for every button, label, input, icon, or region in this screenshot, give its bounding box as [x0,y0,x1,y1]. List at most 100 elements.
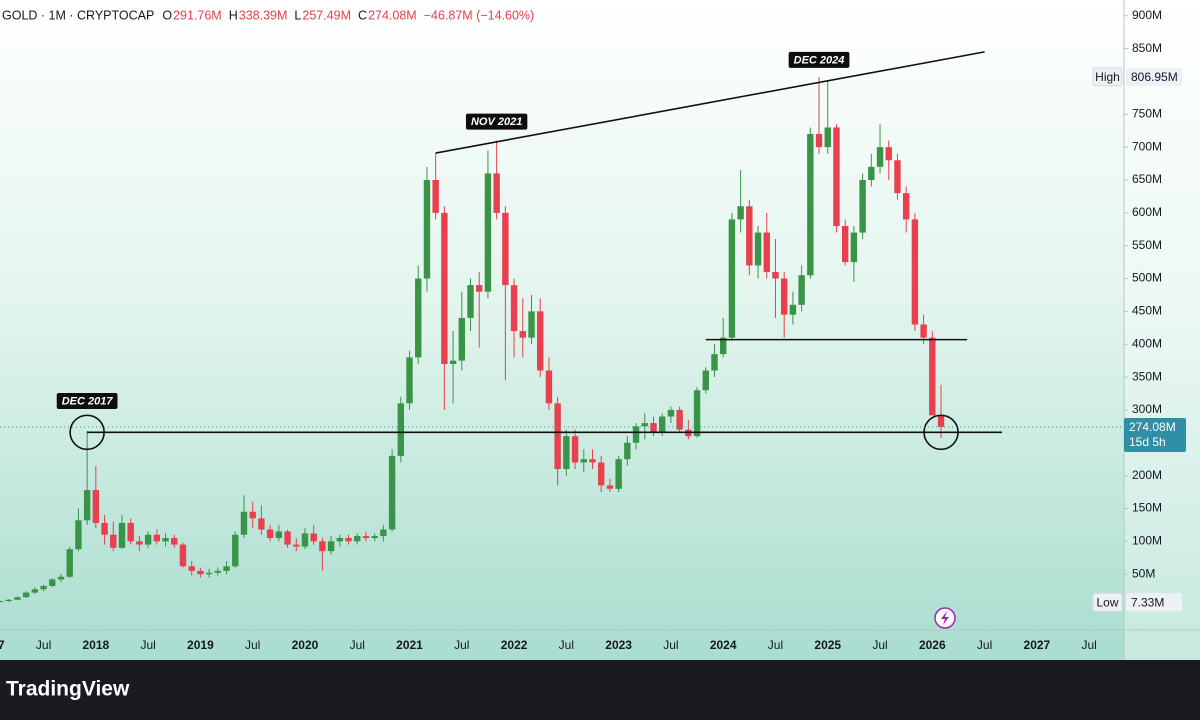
candle-body [284,531,291,545]
candle-body [188,566,195,571]
y-tick-label: 700M [1132,139,1162,153]
candle-body [650,423,657,433]
candle-body [275,531,283,539]
y-tick-label: 550M [1132,238,1162,252]
candle-body [205,572,213,575]
candle-body [57,576,65,580]
candle-body [615,459,622,489]
candle-body [153,534,161,542]
candle-body [449,360,457,364]
footer-bar [0,660,1200,720]
x-tick-label: Jul [350,638,365,652]
annotation-label: DEC 2017 [62,395,114,407]
candle-body [510,285,518,332]
ohlc-key: L [294,8,301,22]
candle-body [606,485,614,489]
highlight-circle [69,414,105,451]
candle-body [118,522,126,548]
candle-body [571,436,579,463]
candle-body [885,147,892,161]
y-tick-label: 750M [1132,106,1162,120]
annotation: NOV 2021 [465,113,528,130]
change: −46.87M (−14.60%) [424,8,535,22]
candle-body [920,324,927,338]
ohlc-value: 257.49M [302,8,351,22]
candle-body [423,180,431,279]
candle-body [214,570,222,573]
candle-body [841,225,849,263]
candle-body [101,522,108,535]
ohlc-value: 338.39M [239,8,288,22]
annotation-box [788,51,850,68]
countdown-label: 15d 5h [1129,435,1166,449]
candle-body [144,534,152,545]
candle-body [249,511,256,519]
candle-body [162,538,169,542]
candle-body [876,147,884,167]
candle-body [179,544,187,567]
candle-body [484,173,492,292]
ohlc-value: 291.76M [173,8,222,22]
y-tick-label: 400M [1132,336,1162,350]
price-axis-panel [1124,0,1200,660]
chart-background [0,0,1200,660]
candle-body [824,127,831,148]
candle-body [537,311,544,371]
candle-body [14,597,21,600]
candle-body [659,416,666,433]
candle-body [902,193,910,220]
candle-body [868,166,875,180]
y-tick-label: 150M [1132,501,1162,515]
candle-body [676,409,683,430]
candle-body [171,538,178,545]
x-tick-label: 2021 [396,638,423,652]
candle-body [380,529,387,537]
candle-body [40,585,47,590]
candle-body [798,275,805,305]
x-tick-label: Jul [140,638,155,652]
candle-body [110,534,117,548]
brand-logo[interactable]: TradingView [6,678,130,701]
symbol: GOLD · 1M · CRYPTOCAP [2,8,154,22]
candle-body [493,173,500,213]
legend-header: GOLD · 1M · CRYPTOCAP O 291.76M H 338.39M L 25… [2,8,534,22]
y-tick-label: 50M [1132,566,1155,580]
candle-body [937,415,945,427]
ohlc-value: 274.08M [368,8,417,22]
ohlc-key: C [358,8,367,22]
annotation: DEC 2017 [56,392,118,409]
trend-line [435,51,985,154]
low-tag-box [1092,592,1123,612]
x-tick-label: Jul [245,638,260,652]
annotation-label: NOV 2021 [471,116,522,128]
candle-body [362,536,370,539]
plot-area: DEC 2017 NOV 2021 DEC 2024 [0,51,1124,603]
candle-body [929,337,936,416]
candle-body [240,511,248,535]
x-tick-label: 2025 [814,638,841,652]
candle-body [5,599,12,602]
candle-body [467,285,474,318]
x-tick-label: Jul [559,638,574,652]
candle-body [746,206,753,266]
candle-body [75,520,82,550]
candle-body [502,212,509,286]
ohlc-key: O [162,8,172,22]
low-value-box [1126,593,1182,612]
candle-body [310,533,317,542]
candle-body [772,271,779,279]
candle-body [293,544,300,547]
candle-body [476,285,483,292]
candle-body [232,534,239,567]
candle-body [83,490,91,521]
candle-body [0,601,4,603]
alert-icon[interactable] [934,607,956,629]
candle-body [554,403,561,470]
candle-body [780,278,788,315]
low-value: 7.33M [1131,595,1164,609]
axes: 900M 850M 750M 700M 650M 600M 550M 500M 450M 400M… [0,8,1186,652]
candle-body [763,232,770,272]
candle-body [458,317,465,361]
x-tick-label: Jul [1081,638,1096,652]
